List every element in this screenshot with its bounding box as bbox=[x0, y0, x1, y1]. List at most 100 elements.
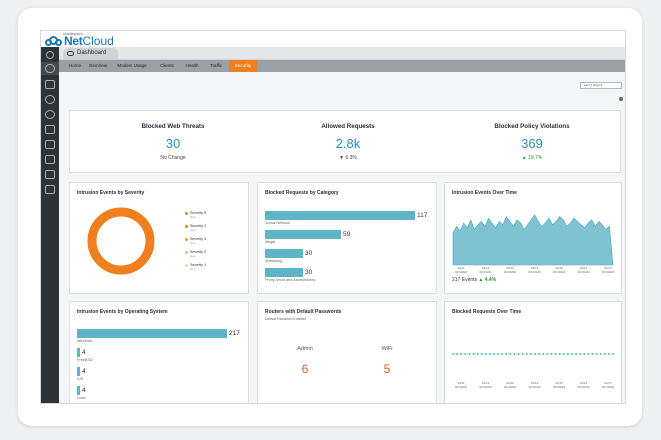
x-tick-label: 04/17 00:00AM bbox=[601, 381, 614, 389]
blocked-series-point[interactable] bbox=[571, 353, 573, 355]
blocked-series-point[interactable] bbox=[599, 353, 602, 355]
blocked-series-point[interactable] bbox=[472, 353, 475, 355]
default-password-card: Routers with Default Passwords Default P… bbox=[257, 301, 437, 403]
date-range-select[interactable]: Last 7 Days ▾ bbox=[580, 82, 622, 89]
blocked-series-point[interactable] bbox=[595, 353, 598, 355]
blocked-series-point[interactable] bbox=[484, 353, 487, 355]
events-count: 217 Events bbox=[452, 277, 478, 283]
info-icon[interactable] bbox=[46, 51, 54, 59]
blocked-series-point[interactable] bbox=[534, 353, 536, 355]
blocked-series-point[interactable] bbox=[554, 353, 557, 355]
bar-value: 4 bbox=[82, 368, 86, 375]
bar[interactable] bbox=[265, 230, 341, 239]
legend-label: Severity 1 bbox=[190, 263, 206, 267]
legend-sub: xx.x bbox=[190, 241, 196, 245]
blocked-series-point[interactable] bbox=[558, 353, 561, 355]
blocked-series-point[interactable] bbox=[456, 353, 458, 355]
settings-icon[interactable] bbox=[45, 185, 55, 194]
bar[interactable] bbox=[77, 329, 227, 338]
bar-category-label: Windows bbox=[77, 339, 93, 343]
bar-value: 4 bbox=[82, 349, 86, 356]
bar[interactable] bbox=[77, 386, 80, 395]
blocked-series-point[interactable] bbox=[517, 353, 520, 355]
blocked-series-point[interactable] bbox=[608, 353, 610, 355]
blocked-series-point[interactable] bbox=[452, 353, 454, 355]
bar[interactable] bbox=[265, 211, 415, 220]
blocked-series-point[interactable] bbox=[579, 353, 582, 355]
stat-change: ▲ 19.7% bbox=[521, 155, 543, 161]
blocked-series-point[interactable] bbox=[583, 353, 586, 355]
blocked-series-point[interactable] bbox=[501, 353, 504, 355]
tab-modem-usage[interactable]: Modem Usage bbox=[117, 63, 147, 68]
card-title: Routers with Default Passwords bbox=[265, 309, 342, 315]
blocked-series-point[interactable] bbox=[489, 353, 491, 355]
globe-icon[interactable] bbox=[45, 110, 55, 119]
tab-security[interactable]: Security bbox=[229, 60, 257, 72]
blocked-series-point[interactable] bbox=[460, 353, 463, 355]
blocked-series-point[interactable] bbox=[464, 353, 467, 355]
bar[interactable] bbox=[77, 348, 80, 357]
brand-name-bold: Net bbox=[64, 34, 83, 48]
blocked-series-point[interactable] bbox=[587, 353, 590, 355]
blocked-series-point[interactable] bbox=[513, 353, 516, 355]
wifi-value[interactable]: 5 bbox=[383, 362, 391, 376]
blocked-series-point[interactable] bbox=[530, 353, 532, 355]
logo-bar: Net Cloud cradlepoint bbox=[41, 31, 625, 48]
cloud-dashboard-icon[interactable] bbox=[45, 64, 55, 73]
bar[interactable] bbox=[77, 367, 80, 376]
netcloud-logo[interactable]: Net Cloud bbox=[45, 34, 114, 48]
blocked-series-point[interactable] bbox=[538, 353, 541, 355]
tab-clients[interactable]: Clients bbox=[160, 63, 174, 68]
alerts-icon[interactable] bbox=[45, 155, 55, 164]
blocked-series-point[interactable] bbox=[591, 353, 594, 355]
intrusion-severity-card: Intrusion Events by Severity 100% Severi… bbox=[69, 182, 249, 294]
legend-item: Severity 5 xx.x bbox=[185, 211, 206, 219]
intrusion-area-chart bbox=[452, 214, 614, 266]
blocked-series-point[interactable] bbox=[493, 353, 495, 355]
intrusion-area-series[interactable] bbox=[452, 214, 614, 266]
x-tick-label: 04/12 00:00AM bbox=[479, 266, 492, 274]
tab-home[interactable]: Home bbox=[68, 63, 81, 68]
blocked-category-card: Blocked Requests by Category 117 Social N… bbox=[257, 182, 437, 294]
card-caption: Default Password Enabled bbox=[265, 317, 307, 321]
legend-label: Severity 4 bbox=[190, 224, 206, 228]
blocked-series-point[interactable] bbox=[612, 353, 614, 355]
admin-value[interactable]: 6 bbox=[301, 362, 309, 376]
blocked-series-point[interactable] bbox=[546, 353, 549, 355]
blocked-series-point[interactable] bbox=[505, 353, 508, 355]
stat-label: Blocked Policy Violations bbox=[494, 123, 570, 130]
bar-value: 217 bbox=[229, 330, 240, 337]
network-icon[interactable] bbox=[45, 95, 55, 104]
blocked-series-point[interactable] bbox=[521, 353, 524, 355]
blocked-series-point[interactable] bbox=[509, 353, 512, 355]
blocked-series-point[interactable] bbox=[575, 353, 577, 355]
blocked-series-point[interactable] bbox=[567, 353, 569, 355]
blocked-series-point[interactable] bbox=[468, 353, 471, 355]
x-tick-label: 04/15 00:00AM bbox=[552, 266, 565, 274]
dashboard-tab[interactable]: Dashboard bbox=[63, 48, 119, 59]
blocked-series-point[interactable] bbox=[480, 353, 483, 355]
reports-icon[interactable] bbox=[45, 140, 55, 149]
tab-geoview[interactable]: GeoView bbox=[88, 63, 108, 68]
blocked-series-point[interactable] bbox=[550, 353, 553, 355]
x-tick-label: 04/14 00:00AM bbox=[528, 266, 541, 274]
bar[interactable] bbox=[265, 249, 303, 258]
legend-dot bbox=[185, 212, 188, 215]
allowed-requests-stat: Allowed Requests 2.8k ▼ 6.3% bbox=[278, 123, 418, 161]
blocked-series-point[interactable] bbox=[525, 353, 528, 355]
blocked-series-point[interactable] bbox=[497, 353, 499, 355]
bar[interactable] bbox=[265, 268, 303, 277]
settings-gear-icon[interactable] bbox=[619, 97, 623, 101]
blocked-series-point[interactable] bbox=[603, 353, 606, 355]
intrusion-os-card: Intrusion Events by Operating System 217… bbox=[69, 301, 249, 403]
tools-icon[interactable] bbox=[45, 170, 55, 179]
tab-traffic[interactable]: Traffic bbox=[209, 63, 223, 68]
bar-category-label: Streaming bbox=[265, 259, 283, 263]
groups-icon[interactable] bbox=[45, 125, 55, 134]
blocked-series-point[interactable] bbox=[562, 353, 565, 355]
blocked-series-point[interactable] bbox=[542, 353, 545, 355]
blocked-series-point[interactable] bbox=[476, 353, 479, 355]
devices-icon[interactable] bbox=[45, 80, 55, 89]
bar-value: 30 bbox=[305, 250, 313, 257]
tab-health[interactable]: Health bbox=[185, 63, 199, 68]
